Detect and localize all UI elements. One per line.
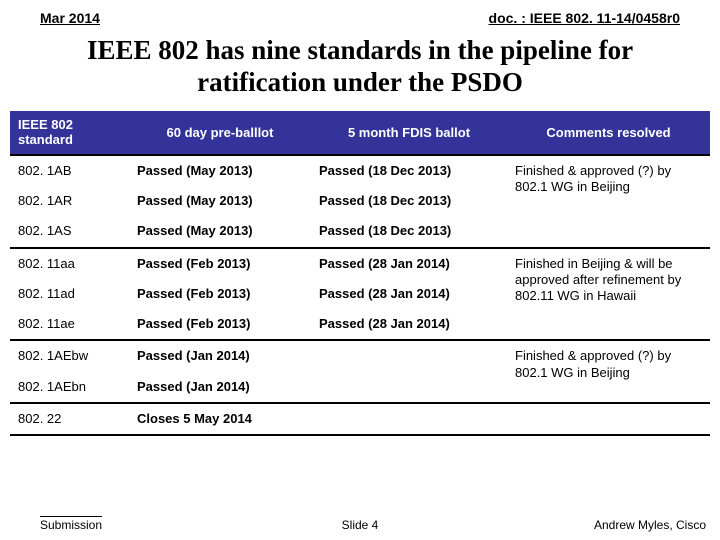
col-fdis: 5 month FDIS ballot: [311, 111, 507, 155]
cell-preballot: Passed (May 2013): [129, 216, 311, 247]
cell-standard: 802. 1AR: [10, 186, 129, 216]
cell-preballot: Passed (Feb 2013): [129, 279, 311, 309]
cell-preballot: Closes 5 May 2014: [129, 403, 311, 435]
table-row: 802. 1AEbwPassed (Jan 2014)Finished & ap…: [10, 340, 710, 371]
standards-table-wrap: IEEE 802 standard 60 day pre-balllot 5 m…: [0, 111, 720, 436]
cell-standard: 802. 11aa: [10, 248, 129, 279]
cell-fdis: [311, 340, 507, 371]
cell-standard: 802. 11ae: [10, 309, 129, 340]
cell-standard: 802. 11ad: [10, 279, 129, 309]
cell-fdis: [311, 403, 507, 435]
cell-standard: 802. 1AEbn: [10, 372, 129, 403]
cell-preballot: Passed (May 2013): [129, 155, 311, 186]
header-date: Mar 2014: [40, 10, 100, 26]
cell-comment: Finished & approved (?) by 802.1 WG in B…: [507, 155, 710, 248]
cell-fdis: Passed (28 Jan 2014): [311, 309, 507, 340]
footer-submission: Submission: [40, 516, 102, 532]
col-preballot: 60 day pre-balllot: [129, 111, 311, 155]
cell-comment: Finished & approved (?) by 802.1 WG in B…: [507, 340, 710, 403]
table-header: IEEE 802 standard 60 day pre-balllot 5 m…: [10, 111, 710, 155]
cell-preballot: Passed (Jan 2014): [129, 372, 311, 403]
cell-fdis: Passed (18 Dec 2013): [311, 216, 507, 247]
table-body: 802. 1ABPassed (May 2013)Passed (18 Dec …: [10, 155, 710, 435]
table-row: 802. 11aaPassed (Feb 2013)Passed (28 Jan…: [10, 248, 710, 279]
cell-standard: 802. 1AEbw: [10, 340, 129, 371]
cell-preballot: Passed (May 2013): [129, 186, 311, 216]
footer-slide: Slide 4: [342, 518, 379, 532]
cell-fdis: Passed (28 Jan 2014): [311, 279, 507, 309]
cell-fdis: [311, 372, 507, 403]
footer-author: Andrew Myles, Cisco: [594, 518, 706, 532]
col-standard: IEEE 802 standard: [10, 111, 129, 155]
cell-preballot: Passed (Feb 2013): [129, 309, 311, 340]
cell-fdis: Passed (18 Dec 2013): [311, 186, 507, 216]
cell-preballot: Passed (Jan 2014): [129, 340, 311, 371]
cell-standard: 802. 22: [10, 403, 129, 435]
page-title: IEEE 802 has nine standards in the pipel…: [0, 26, 720, 111]
footer: Submission Slide 4 Andrew Myles, Cisco: [0, 516, 720, 532]
cell-fdis: Passed (18 Dec 2013): [311, 155, 507, 186]
cell-comment: [507, 403, 710, 435]
cell-comment: Finished in Beijing & will be approved a…: [507, 248, 710, 341]
cell-standard: 802. 1AB: [10, 155, 129, 186]
header-doc: doc. : IEEE 802. 11-14/0458r0: [489, 10, 680, 26]
cell-preballot: Passed (Feb 2013): [129, 248, 311, 279]
header: Mar 2014 doc. : IEEE 802. 11-14/0458r0: [0, 0, 720, 26]
cell-fdis: Passed (28 Jan 2014): [311, 248, 507, 279]
table-row: 802. 1ABPassed (May 2013)Passed (18 Dec …: [10, 155, 710, 186]
cell-standard: 802. 1AS: [10, 216, 129, 247]
col-comments: Comments resolved: [507, 111, 710, 155]
table-row: 802. 22Closes 5 May 2014: [10, 403, 710, 435]
standards-table: IEEE 802 standard 60 day pre-balllot 5 m…: [10, 111, 710, 436]
